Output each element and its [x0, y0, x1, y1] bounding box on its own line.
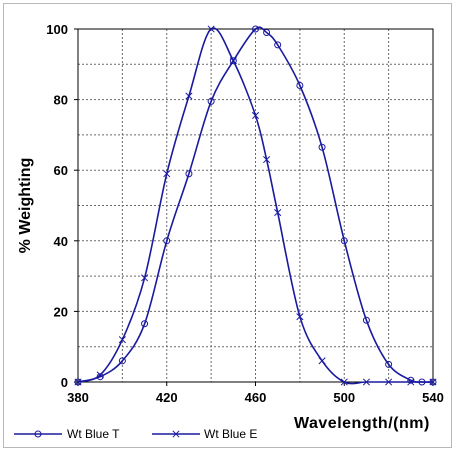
- data-point-circle: [185, 170, 193, 178]
- data-point-x: [118, 336, 126, 344]
- y-tick-label: 60: [54, 163, 68, 178]
- data-point-x: [96, 371, 104, 379]
- y-tick-label: 20: [54, 304, 68, 319]
- data-point-x: [429, 378, 437, 386]
- data-point-circle: [296, 81, 304, 89]
- axis-ticks: 380 420 460 500 540 0 20 40 60 80 100: [46, 22, 444, 405]
- data-point-circle: [118, 357, 126, 365]
- legend-label-wt-blue-e: Wt Blue E: [204, 427, 257, 441]
- data-point-circle: [207, 97, 215, 105]
- legend-marker-x: [172, 430, 180, 438]
- series-layer: [74, 25, 437, 386]
- y-tick-label: 80: [54, 93, 68, 108]
- data-point-x: [163, 170, 171, 178]
- y-axis-title: % Weighting: [17, 158, 34, 254]
- x-tick-label: 500: [333, 390, 355, 405]
- data-point-circle: [163, 237, 171, 245]
- data-point-x: [340, 378, 348, 386]
- x-axis-title: Wavelength/(nm): [294, 415, 430, 432]
- x-tick-label: 420: [156, 390, 178, 405]
- legend-marker-circle: [34, 430, 42, 438]
- x-tick-label: 380: [67, 390, 89, 405]
- chart-frame: 380 420 460 500 540 0 20 40 60 80 100 % Weighting …: [3, 3, 452, 448]
- x-tick-label: 460: [245, 390, 267, 405]
- legend: Wt Blue T Wt Blue E: [14, 427, 257, 441]
- series-wt-blue-t: [74, 25, 437, 386]
- data-point-x: [318, 357, 326, 365]
- data-point-x: [274, 209, 282, 217]
- legend-item-wt-blue-t: Wt Blue T: [14, 427, 120, 441]
- data-point-x: [74, 378, 82, 386]
- series-line-wt-blue-t: [77, 26, 434, 383]
- data-point-x: [296, 313, 304, 321]
- data-point-x: [185, 92, 193, 100]
- y-tick-label: 40: [54, 234, 68, 249]
- data-point-circle: [407, 376, 415, 384]
- series-wt-blue-e: [74, 25, 437, 386]
- x-tick-label: 540: [422, 390, 444, 405]
- data-point-circle: [340, 237, 348, 245]
- data-point-x: [263, 156, 271, 164]
- data-point-x: [251, 111, 260, 120]
- data-point-x: [229, 57, 237, 65]
- data-point-x: [362, 378, 370, 386]
- legend-label-wt-blue-t: Wt Blue T: [67, 427, 120, 441]
- legend-item-wt-blue-e: Wt Blue E: [152, 427, 257, 441]
- data-point-circle: [263, 29, 271, 37]
- data-point-x: [207, 25, 215, 33]
- y-tick-label: 100: [46, 22, 68, 37]
- grid-lines: [78, 29, 433, 382]
- data-point-x: [385, 378, 393, 386]
- data-point-circle: [318, 143, 326, 151]
- y-tick-label: 0: [61, 375, 68, 390]
- data-point-circle: [229, 57, 237, 65]
- data-point-circle: [252, 25, 259, 33]
- data-point-circle: [274, 41, 282, 49]
- data-point-circle: [385, 360, 393, 368]
- data-point-x: [407, 378, 415, 386]
- data-point-circle: [141, 320, 149, 328]
- data-point-circle: [362, 316, 370, 324]
- data-point-x: [141, 274, 149, 282]
